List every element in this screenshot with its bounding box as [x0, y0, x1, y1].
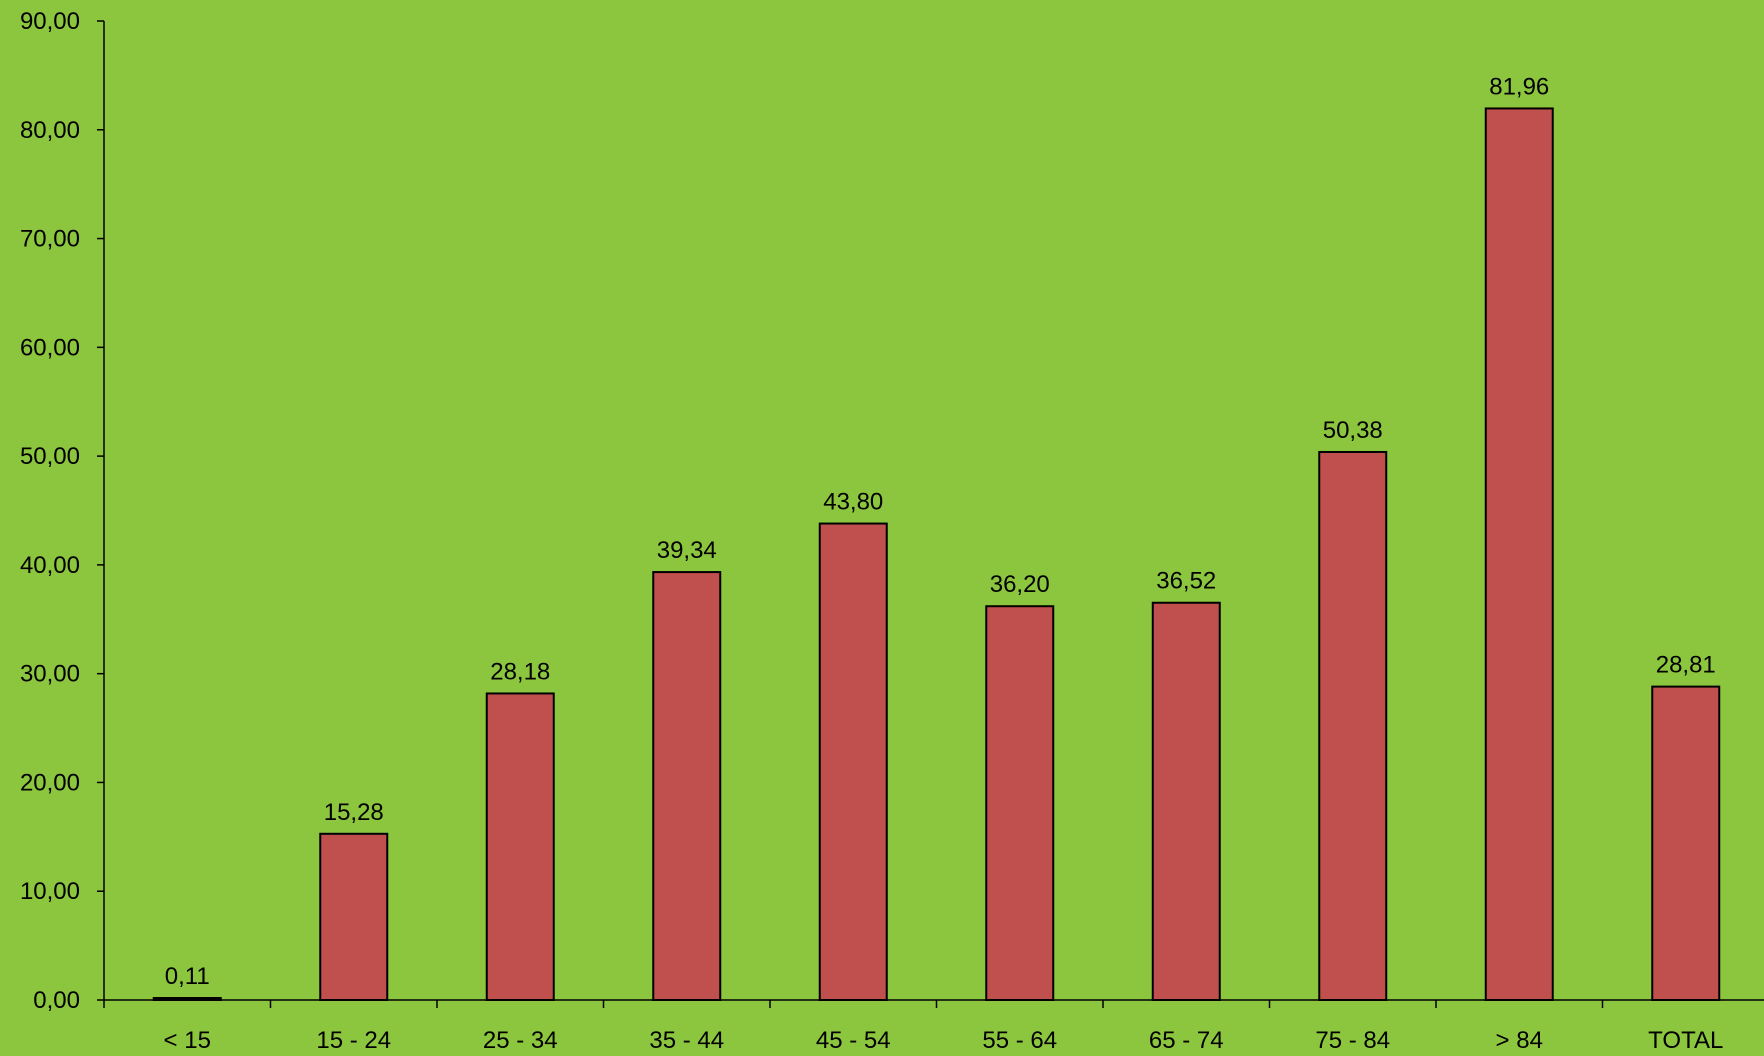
y-tick-label: 50,00: [20, 443, 80, 470]
y-tick-label: 10,00: [20, 878, 80, 905]
data-labels: 0,11 15,28 28,18 39,34 43,80 36,20 36,52 50,38 8…: [165, 73, 1716, 990]
bars: [152, 107, 1721, 1002]
data-label: 36,52: [1156, 568, 1216, 595]
y-tick-label: 20,00: [20, 769, 80, 796]
bar: [485, 692, 555, 1001]
y-tick-label: 0,00: [33, 987, 80, 1014]
data-label: 81,96: [1489, 73, 1549, 100]
bar: [1484, 107, 1554, 1001]
x-axis: < 15 15 - 24 25 - 34 35 - 44 45 - 54 55 - 64 6…: [103, 999, 1764, 1054]
bar: [1651, 685, 1721, 1001]
y-tick-label: 30,00: [20, 661, 80, 688]
data-label: 39,34: [657, 537, 717, 564]
x-tick-label: 35 - 44: [649, 1027, 724, 1054]
data-label: 15,28: [324, 799, 384, 826]
x-tick-label: > 84: [1496, 1027, 1543, 1054]
data-label: 0,11: [165, 963, 210, 990]
y-tick-label: 70,00: [20, 226, 80, 253]
data-label: 36,20: [990, 571, 1050, 598]
y-tick-label: 80,00: [20, 117, 80, 144]
bar: [1318, 450, 1388, 1002]
y-tick-label: 90,00: [20, 8, 80, 35]
x-tick-label: 45 - 54: [816, 1027, 891, 1054]
bar: [985, 605, 1055, 1001]
x-tick-label: 55 - 64: [982, 1027, 1057, 1054]
x-tick-label: 75 - 84: [1315, 1027, 1390, 1054]
x-tick-label: 25 - 34: [483, 1027, 558, 1054]
x-tick-label: TOTAL: [1648, 1027, 1723, 1054]
y-axis: 0,00 10,00 20,00 30,00 40,00 50,00 60,00 70,00 8…: [20, 8, 105, 1014]
x-tick-label: 15 - 24: [316, 1027, 391, 1054]
bar: [319, 832, 389, 1001]
y-tick-label: 60,00: [20, 334, 80, 361]
data-label: 28,18: [490, 658, 550, 685]
data-label: 43,80: [823, 489, 883, 516]
bar: [152, 997, 222, 1001]
bar: [652, 571, 722, 1001]
data-label: 50,38: [1323, 417, 1383, 444]
x-tick-label: 65 - 74: [1149, 1027, 1224, 1054]
data-label: 28,81: [1656, 652, 1716, 679]
bar: [1151, 601, 1221, 1001]
y-tick-label: 40,00: [20, 552, 80, 579]
x-tick-label: < 15: [164, 1027, 211, 1054]
bar: [818, 522, 888, 1001]
